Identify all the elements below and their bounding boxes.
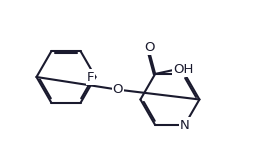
Text: N: N xyxy=(180,119,190,132)
Text: O: O xyxy=(144,41,155,54)
Text: OH: OH xyxy=(173,63,194,76)
Text: O: O xyxy=(113,83,123,96)
Text: F: F xyxy=(87,71,94,83)
